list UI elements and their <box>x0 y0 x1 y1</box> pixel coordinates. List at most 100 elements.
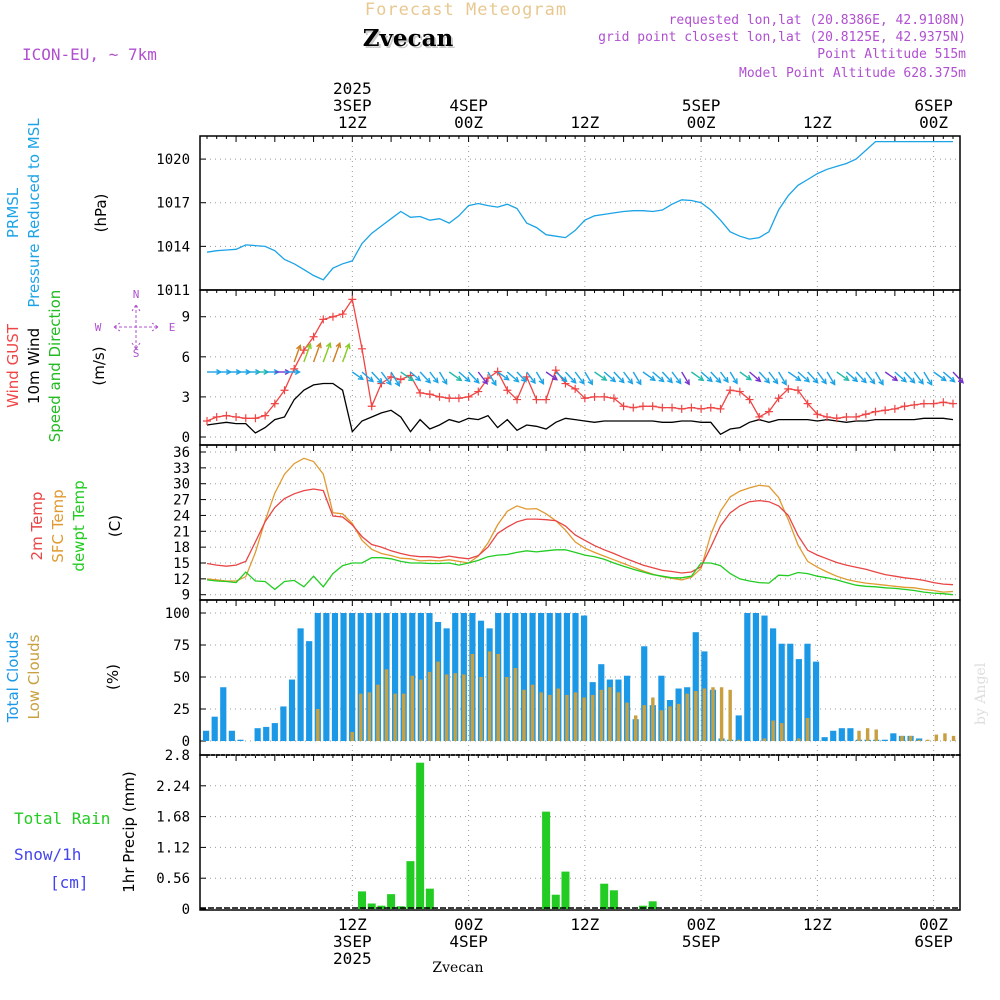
wind-arrow-head <box>812 377 819 384</box>
total-cloud-bar <box>280 706 287 741</box>
low-cloud-bar <box>762 738 767 741</box>
time-label-top: 00Z <box>919 113 948 132</box>
model-point-altitude: Model Point Altitude 628.375m <box>739 66 966 81</box>
total-cloud-bar <box>271 723 278 741</box>
wind-arrow-head <box>385 379 392 386</box>
wind-arrow-head <box>900 376 908 383</box>
panel-pressure: 1011 1014 1017 1020 PRMSL Pressure Reduced to… <box>4 118 961 308</box>
low-cloud-bar <box>779 723 784 741</box>
total-cloud-bar <box>847 728 854 741</box>
wind-direction-arrow <box>506 371 519 383</box>
total-cloud-bar <box>787 643 794 741</box>
total-cloud-bar <box>641 646 648 741</box>
low-cloud-bar <box>444 674 449 741</box>
unit-label: (%) <box>104 664 122 690</box>
low-cloud-bar <box>668 706 672 741</box>
wind-direction-arrow <box>778 371 787 385</box>
y-tick-label: 0 <box>182 430 190 446</box>
wind-direction-arrow <box>487 371 497 386</box>
total-cloud-bar <box>581 615 588 741</box>
wind-arrow-head <box>587 379 594 386</box>
gust-marker <box>251 414 260 423</box>
panel-label: dewpt Temp <box>70 480 88 571</box>
wind-direction-arrow <box>419 371 431 384</box>
total-cloud-bar <box>211 716 218 741</box>
wind-direction-arrow <box>603 371 616 382</box>
y-tick-label: 2.8 <box>165 748 190 764</box>
wind-arrow-head <box>949 376 956 383</box>
total-cloud-bar <box>838 728 845 741</box>
wind-arrow-head <box>940 375 947 382</box>
rain-bar <box>561 871 570 909</box>
wind-arrow-head <box>772 378 779 385</box>
y-tick-label: 100 <box>165 606 190 622</box>
wind-direction-arrow <box>826 371 836 385</box>
time-label-bottom: 12Z <box>803 915 832 934</box>
temp-2m-line <box>206 488 954 586</box>
wind-arrow-head <box>503 374 510 381</box>
gust-marker <box>910 400 919 409</box>
gust-marker <box>425 390 434 399</box>
y-tick-label: 75 <box>173 638 190 654</box>
gust-marker <box>328 312 337 321</box>
low-cloud-bar <box>590 694 595 741</box>
time-label-top: 12Z <box>338 113 367 132</box>
total-cloud-bar <box>795 659 802 741</box>
wind-arrow-head <box>357 374 364 381</box>
wind-arrow-head <box>909 377 916 384</box>
low-cloud-bar <box>384 669 389 741</box>
gust-marker <box>852 412 861 421</box>
wind-direction-arrow <box>933 371 947 382</box>
total-cloud-bar <box>812 661 820 741</box>
wind-direction-arrow <box>787 371 801 381</box>
y-tick-label: 36 <box>173 445 190 461</box>
wind-arrow-head <box>425 377 432 384</box>
low-cloud-bar <box>367 692 372 741</box>
wind-arrow-head <box>394 380 401 387</box>
total-cloud-bar <box>830 730 837 741</box>
total-cloud-bar <box>546 613 553 741</box>
time-label-bottom: 3SEP <box>333 932 372 951</box>
wind-arrow-head <box>860 377 867 384</box>
panels: 1011 1014 1017 1020 PRMSL Pressure Reduced to… <box>4 118 965 918</box>
time-label-top: 5SEP <box>682 96 721 115</box>
low-cloud-bar <box>771 720 775 741</box>
low-cloud-bar <box>719 687 724 741</box>
wind-arrow-head <box>627 378 634 385</box>
total-cloud-bar <box>821 737 828 741</box>
gust-marker <box>454 394 463 403</box>
total-cloud-bar <box>357 613 364 741</box>
wind-direction-arrow <box>894 371 907 383</box>
low-cloud-bar <box>376 684 380 741</box>
wind-arrow-head <box>926 379 933 386</box>
wind-direction-arrow <box>574 371 585 385</box>
gust-marker <box>212 412 221 421</box>
low-cloud-bar <box>651 697 655 741</box>
wind-direction-arrow <box>691 371 704 381</box>
panel-clouds: 0 25 50 75 100 Total Clouds Low Clouds (%) <box>4 599 961 756</box>
wind-arrow-head <box>957 377 965 384</box>
low-cloud-bar <box>857 730 861 741</box>
total-cloud-bar <box>572 613 579 741</box>
wind-direction-arrow <box>913 371 924 385</box>
total-cloud-bar <box>692 632 699 741</box>
wind-direction-arrow <box>545 371 558 381</box>
wind-direction-arrow <box>884 371 898 381</box>
low-cloud-bar <box>926 739 930 741</box>
total-cloud-bar <box>340 613 347 741</box>
panel-label: 10m Wind <box>25 328 43 404</box>
low-cloud-bar <box>874 729 878 741</box>
wind-arrow-head <box>892 375 899 382</box>
total-cloud-bar <box>804 643 811 741</box>
y-tick-label: 1.68 <box>156 810 190 826</box>
wind-direction-arrow <box>400 371 414 382</box>
wind-arrow-head <box>698 375 705 382</box>
wind-direction-arrow <box>497 371 510 381</box>
wind-arrow-head <box>473 377 480 384</box>
snow-unit-label: [cm] <box>50 873 89 892</box>
total-cloud-bar <box>658 675 665 741</box>
time-label-bottom: 12Z <box>570 915 599 934</box>
wind-direction-arrow <box>749 371 761 382</box>
total-cloud-bar <box>744 613 751 741</box>
low-cloud-bar <box>436 661 440 741</box>
